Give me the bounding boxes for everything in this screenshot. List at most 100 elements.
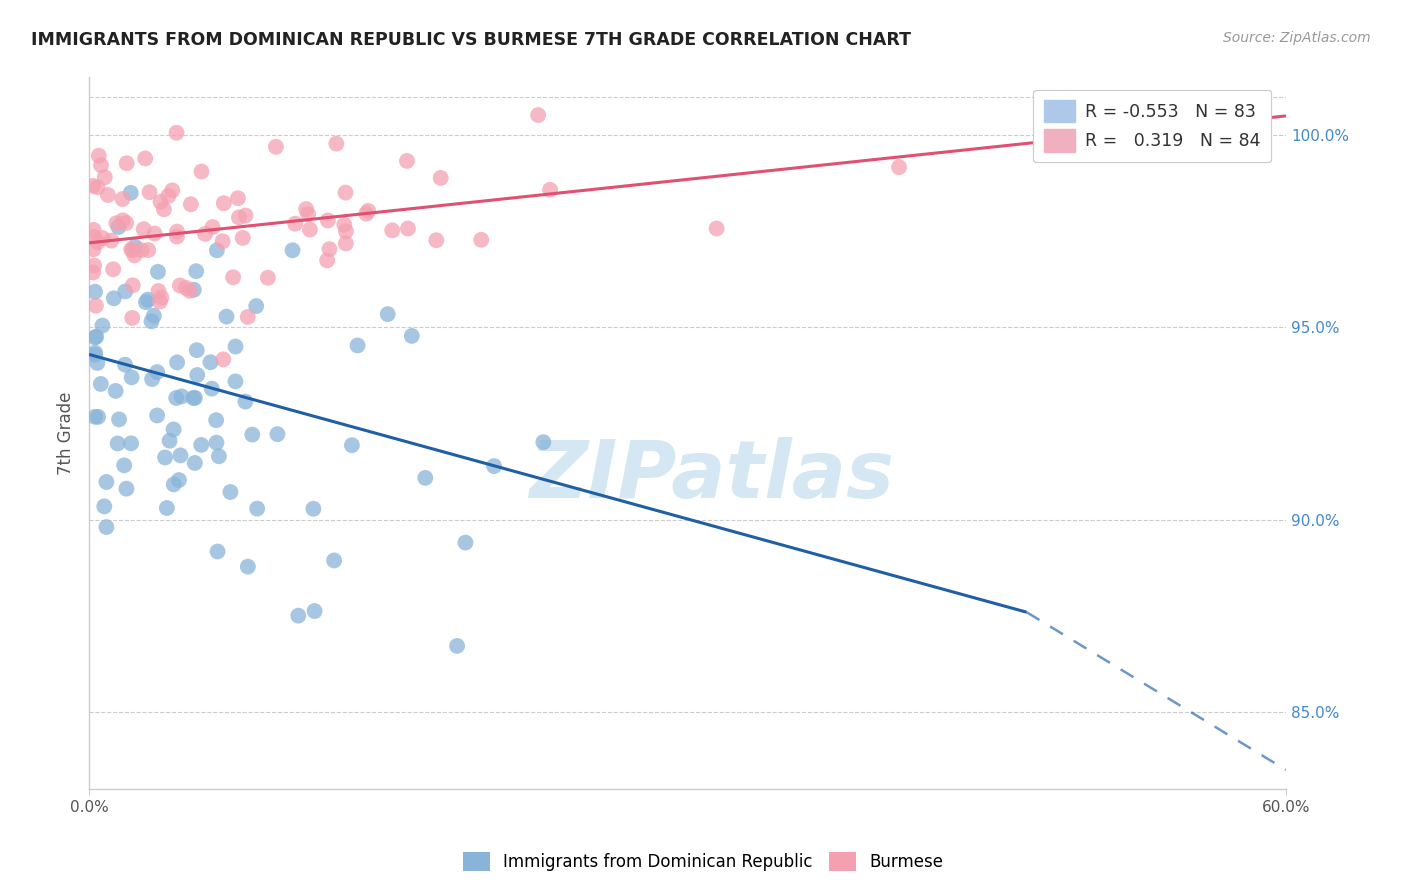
Point: [134, 152, 156, 166]
Point: [169, 449, 191, 463]
Legend: Immigrants from Dominican Republic, Burmese: Immigrants from Dominican Republic, Burm…: [454, 843, 952, 880]
Point: [156, 501, 179, 516]
Point: [87, 409, 110, 424]
Point: [166, 126, 188, 140]
Point: [153, 202, 176, 217]
Y-axis label: 7th Grade: 7th Grade: [58, 392, 75, 475]
Point: [111, 213, 134, 227]
Point: [224, 375, 246, 389]
Point: [325, 136, 347, 151]
Point: [86, 356, 108, 370]
Point: [149, 294, 172, 309]
Point: [91, 231, 114, 245]
Point: [184, 456, 207, 470]
Point: [335, 224, 357, 238]
Point: [357, 203, 380, 218]
Point: [236, 559, 259, 574]
Point: [142, 309, 165, 323]
Point: [219, 485, 242, 500]
Point: [446, 639, 468, 653]
Point: [236, 310, 259, 324]
Point: [141, 372, 163, 386]
Point: [146, 409, 169, 423]
Point: [232, 231, 254, 245]
Point: [413, 471, 436, 485]
Point: [335, 186, 357, 200]
Point: [90, 376, 112, 391]
Point: [183, 283, 205, 297]
Point: [401, 329, 423, 343]
Point: [111, 192, 134, 206]
Point: [84, 409, 107, 424]
Point: [103, 291, 125, 305]
Point: [190, 438, 212, 452]
Point: [346, 338, 368, 352]
Legend: R = -0.553   N = 83, R =   0.319   N = 84: R = -0.553 N = 83, R = 0.319 N = 84: [1033, 90, 1271, 162]
Point: [121, 370, 143, 384]
Point: [174, 281, 197, 295]
Point: [887, 160, 910, 174]
Point: [395, 153, 418, 168]
Point: [429, 170, 451, 185]
Point: [93, 500, 115, 514]
Point: [302, 501, 325, 516]
Point: [316, 213, 339, 227]
Point: [316, 253, 339, 268]
Point: [377, 307, 399, 321]
Point: [163, 477, 186, 491]
Point: [120, 436, 142, 450]
Point: [454, 535, 477, 549]
Point: [186, 343, 208, 358]
Point: [186, 368, 208, 382]
Point: [115, 216, 138, 230]
Point: [114, 358, 136, 372]
Point: [115, 482, 138, 496]
Point: [266, 427, 288, 442]
Point: [96, 475, 118, 489]
Point: [381, 223, 404, 237]
Point: [470, 233, 492, 247]
Point: [108, 412, 131, 426]
Point: [166, 229, 188, 244]
Point: [132, 222, 155, 236]
Point: [169, 278, 191, 293]
Point: [235, 394, 257, 409]
Point: [531, 435, 554, 450]
Point: [284, 217, 307, 231]
Point: [208, 450, 231, 464]
Point: [200, 355, 222, 369]
Point: [83, 223, 105, 237]
Point: [121, 278, 143, 293]
Point: [323, 553, 346, 567]
Point: [105, 216, 128, 230]
Point: [149, 194, 172, 209]
Point: [205, 244, 228, 258]
Point: [205, 435, 228, 450]
Point: [100, 234, 122, 248]
Point: [121, 243, 143, 257]
Point: [396, 221, 419, 235]
Point: [90, 158, 112, 172]
Point: [194, 227, 217, 241]
Point: [124, 240, 146, 254]
Point: [226, 191, 249, 205]
Point: [354, 207, 377, 221]
Point: [84, 329, 107, 343]
Point: [179, 284, 201, 298]
Point: [84, 348, 107, 362]
Point: [82, 266, 104, 280]
Point: [205, 413, 228, 427]
Point: [86, 235, 108, 250]
Point: [94, 170, 117, 185]
Point: [318, 242, 340, 256]
Point: [165, 391, 187, 405]
Point: [170, 389, 193, 403]
Point: [287, 608, 309, 623]
Point: [82, 242, 104, 256]
Point: [482, 459, 505, 474]
Point: [245, 299, 267, 313]
Point: [190, 164, 212, 178]
Point: [153, 450, 176, 465]
Point: [186, 264, 208, 278]
Point: [83, 230, 105, 244]
